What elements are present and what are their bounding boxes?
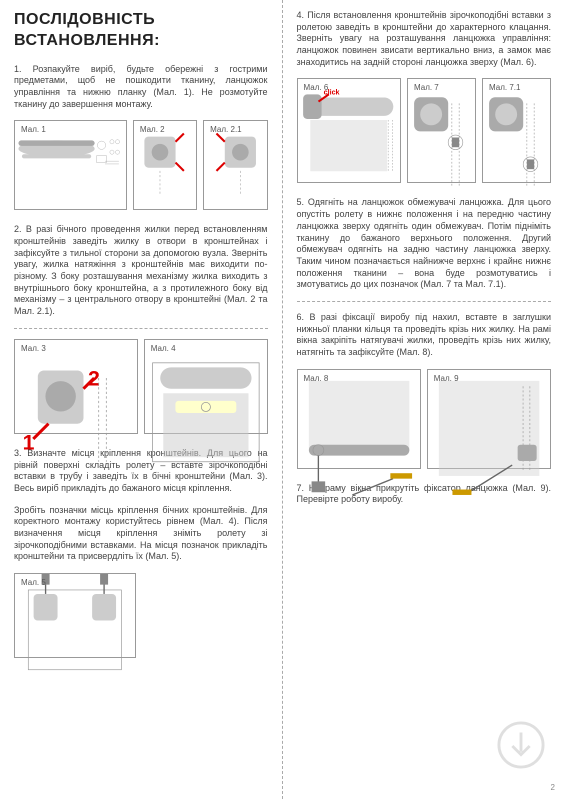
figure-1-label: Мал. 1 xyxy=(21,125,46,135)
figure-7: Мал. 7 xyxy=(407,78,476,183)
step-5-text: 5. Одягніть на ланцюжок обмежувачі ланцю… xyxy=(297,197,552,291)
page-number: 2 xyxy=(551,783,555,793)
figure-7-1: Мал. 7.1 xyxy=(482,78,551,183)
step-4-text: 4. Після встановлення кронштейнів зірочк… xyxy=(297,10,552,68)
figure-7-label: Мал. 7 xyxy=(414,83,439,93)
figure-6-label: Мал. 6 xyxy=(304,83,329,93)
figure-2-1: Мал. 2.1 xyxy=(203,120,267,210)
figure-8-label: Мал. 8 xyxy=(304,374,329,384)
figure-3-label: Мал. 3 xyxy=(21,344,46,354)
figure-4: Мал. 4 xyxy=(144,339,268,434)
page-title: ПОСЛІДОВНІСТЬ ВСТАНОВЛЕННЯ: xyxy=(14,10,268,52)
figure-5-label: Мал. 5 xyxy=(21,578,46,588)
divider xyxy=(297,301,552,302)
watermark-icon xyxy=(497,721,545,769)
figure-6: Мал. 6 click xyxy=(297,78,401,183)
figure-9: Мал. 9 xyxy=(427,369,551,469)
figure-2-label: Мал. 2 xyxy=(140,125,165,135)
figure-2: Мал. 2 xyxy=(133,120,197,210)
step-6-text: 6. В разі фіксації виробу під нахил, вст… xyxy=(297,312,552,359)
figure-2-1-label: Мал. 2.1 xyxy=(210,125,241,135)
figure-4-label: Мал. 4 xyxy=(151,344,176,354)
figure-3: Мал. 3 2 1 xyxy=(14,339,138,434)
figure-5: Мал. 5 xyxy=(14,573,136,658)
svg-text:1: 1 xyxy=(23,430,35,454)
figure-8: Мал. 8 xyxy=(297,369,421,469)
step-1-text: 1. Розпакуйте виріб, будьте обережні з г… xyxy=(14,64,268,111)
step-3b-text: Зробіть позначки місць кріплення бічних … xyxy=(14,505,268,563)
figure-9-label: Мал. 9 xyxy=(434,374,459,384)
divider xyxy=(14,328,268,329)
figure-7-1-label: Мал. 7.1 xyxy=(489,83,520,93)
step-2-text: 2. В разі бічного проведення жилки перед… xyxy=(14,224,268,318)
figure-1: Мал. 1 xyxy=(14,120,127,210)
